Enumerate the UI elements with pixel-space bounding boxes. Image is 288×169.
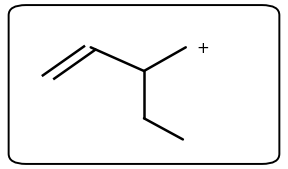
Text: +: + xyxy=(197,41,209,56)
